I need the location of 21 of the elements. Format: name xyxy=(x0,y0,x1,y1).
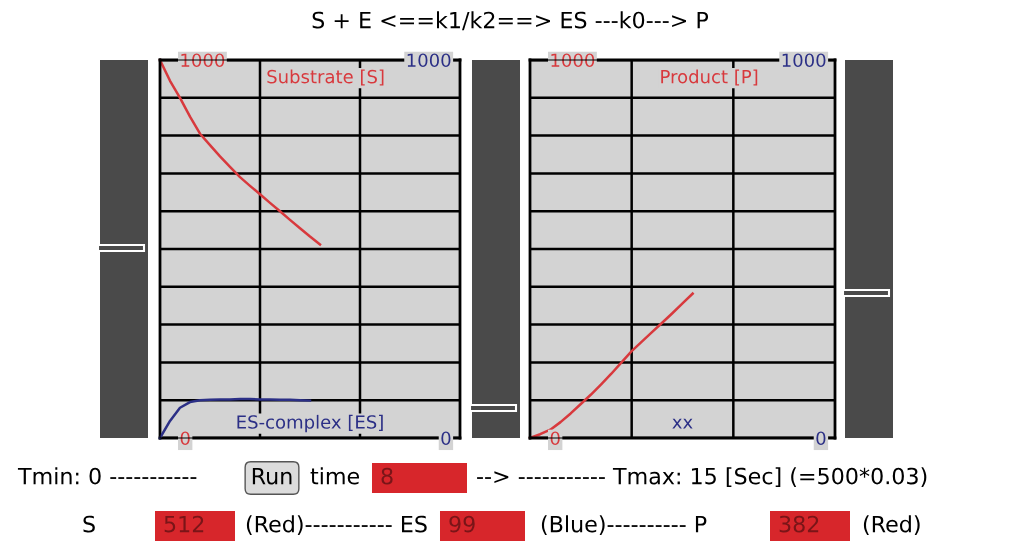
text: (Red) xyxy=(863,515,920,536)
text: 512 xyxy=(164,515,204,533)
text: (Blue)---------- P xyxy=(541,515,707,536)
text: Product [P] xyxy=(661,69,758,86)
text: --> ----------- Tmax: 15 [Sec] (=500*0.03) xyxy=(477,467,927,488)
x-axis-title: xx xyxy=(672,418,693,429)
text: 8 xyxy=(381,467,393,485)
y2-tick-label: 0 xyxy=(816,431,826,446)
text: S xyxy=(83,515,95,533)
series-label: ES-complex [ES] xyxy=(237,414,383,433)
text: Tmin: 0 ----------- xyxy=(17,467,197,485)
text: Substrate [S] xyxy=(267,69,384,86)
y2-tick-label: 1000 xyxy=(407,53,451,68)
text: time xyxy=(310,467,360,485)
y2-tick-label: 1000 xyxy=(782,53,826,68)
text: (Red)----------- ES xyxy=(246,515,427,536)
y2-tick-label: 0 xyxy=(441,431,451,446)
text: 382 xyxy=(779,515,819,533)
text: 99 xyxy=(449,515,475,533)
text: Run xyxy=(252,467,292,485)
text: S + E <==k1/k2==> ES ---k0---> P xyxy=(312,11,709,31)
